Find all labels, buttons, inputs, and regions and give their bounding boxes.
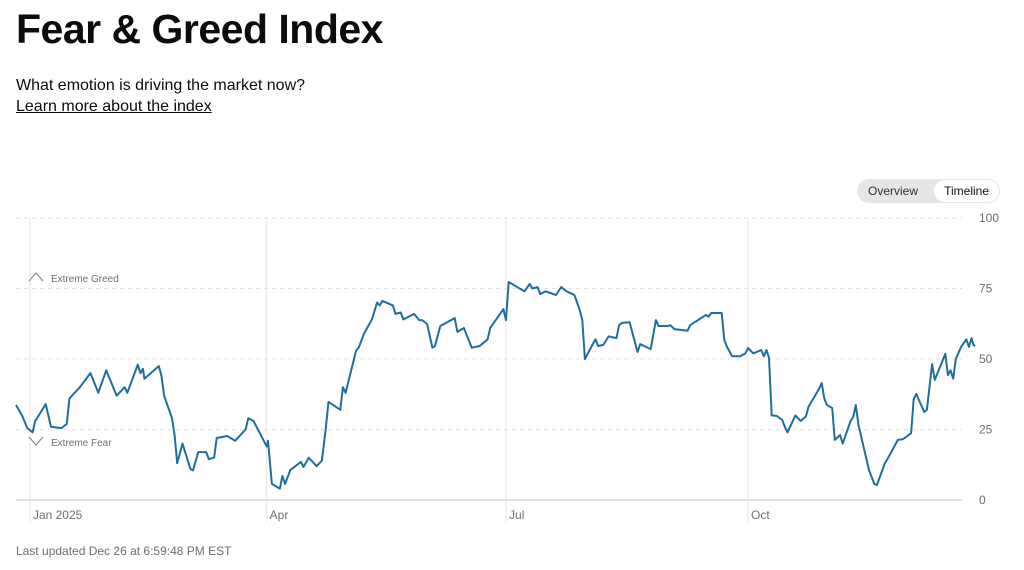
y-tick-label: 50	[979, 352, 993, 366]
y-tick-label: 75	[979, 282, 993, 296]
tab-timeline[interactable]: Timeline	[934, 180, 999, 202]
x-tick-label: Oct	[751, 508, 770, 522]
tab-overview[interactable]: Overview	[868, 184, 919, 198]
page-subtitle: What emotion is driving the market now?	[16, 77, 306, 94]
learn-more-link[interactable]: Learn more about the index	[16, 98, 212, 115]
extreme-greed-label: Extreme Greed	[51, 274, 119, 285]
extreme-fear-label: Extreme Fear	[51, 438, 112, 449]
x-tick-label: Jan 2025	[33, 508, 83, 522]
chevron-up-icon	[28, 272, 44, 282]
y-tick-label: 100	[979, 211, 999, 225]
index-line	[15, 281, 976, 490]
x-tick-label: Apr	[270, 508, 289, 522]
view-toggle: Overview Timeline	[857, 179, 1000, 203]
chevron-down-icon	[28, 436, 44, 446]
y-tick-label: 0	[979, 493, 986, 507]
x-tick-label: Jul	[509, 508, 524, 522]
page-title: Fear & Greed Index	[16, 6, 383, 52]
last-updated: Last updated Dec 26 at 6:59:48 PM EST	[16, 544, 232, 558]
y-tick-label: 25	[979, 423, 993, 437]
